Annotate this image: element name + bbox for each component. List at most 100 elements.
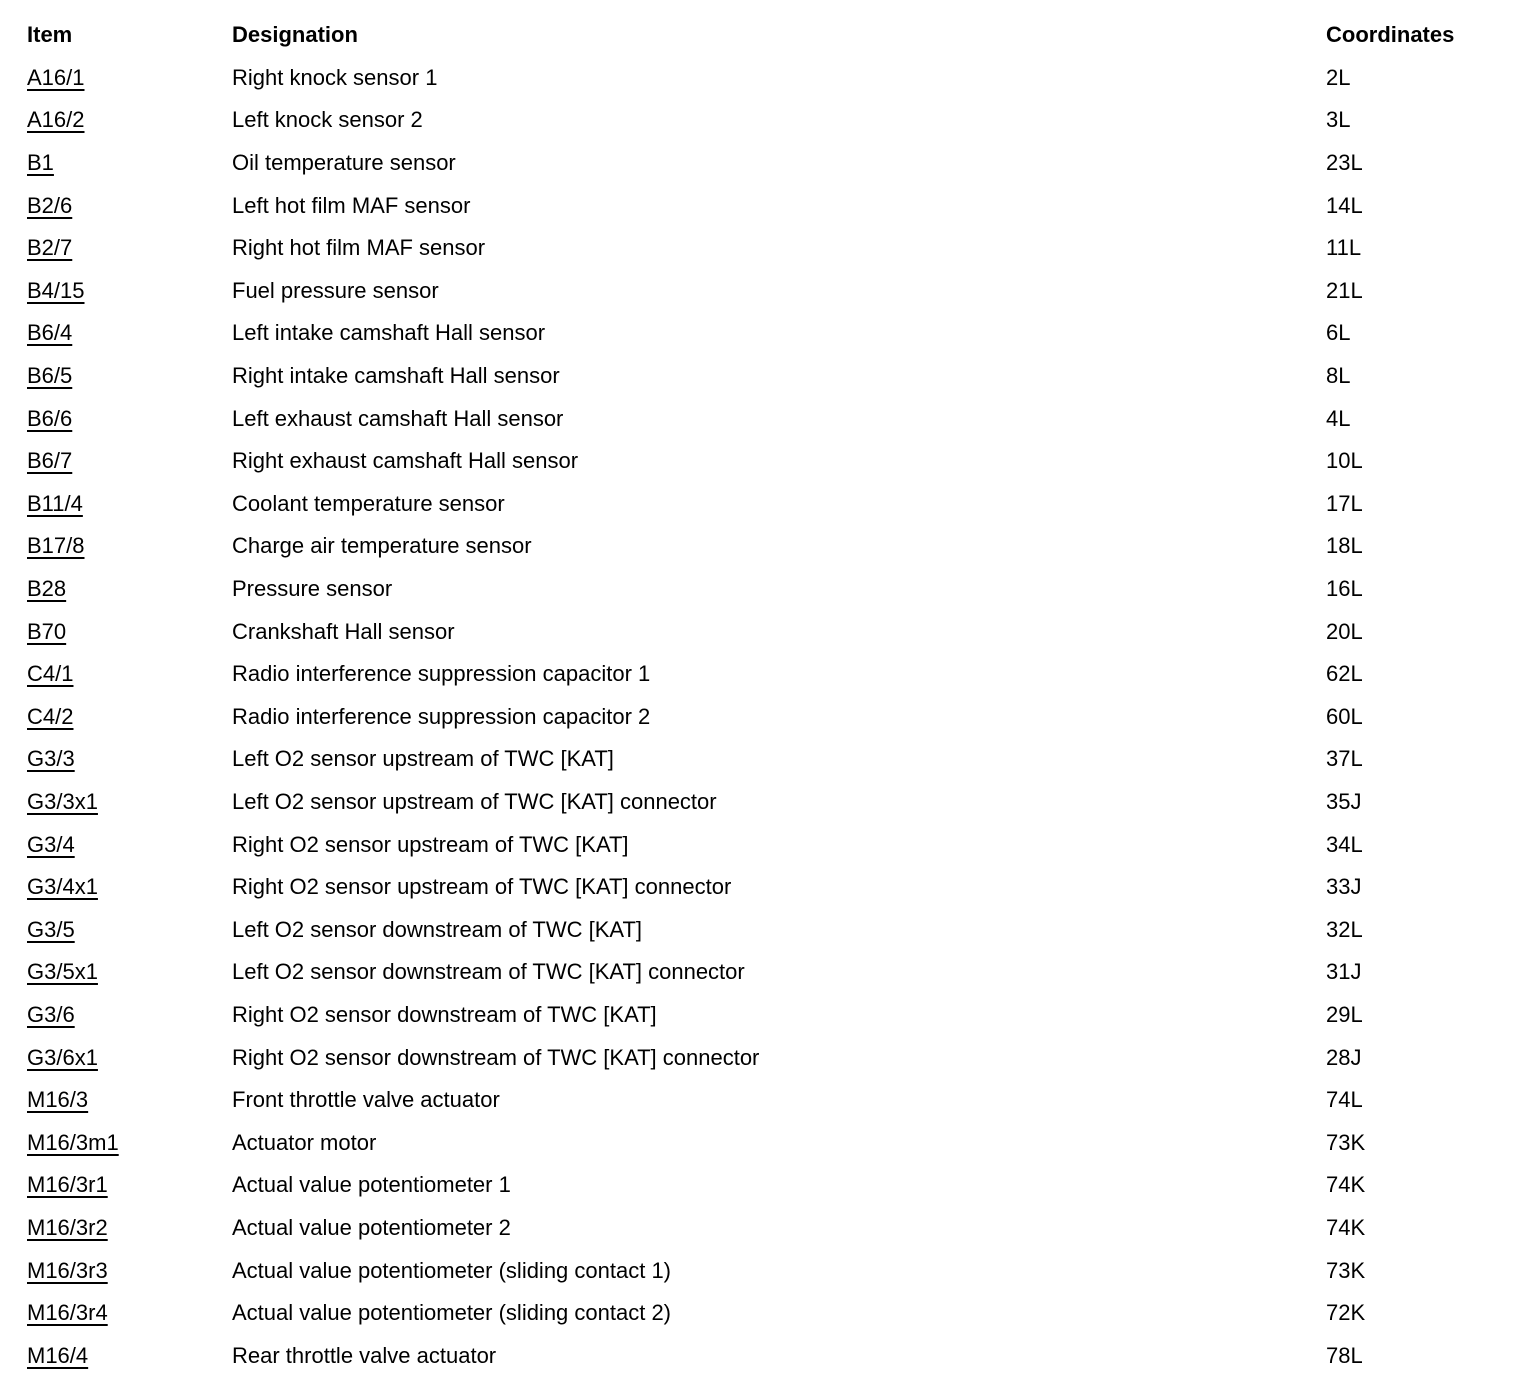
coordinates-cell: 60L	[1326, 703, 1363, 729]
item-cell: B2/7	[27, 227, 232, 270]
item-link[interactable]: G3/6x1	[27, 1044, 98, 1070]
item-cell: B6/4	[27, 312, 232, 355]
table-row: B2/7 Right hot film MAF sensor 11L	[27, 227, 1500, 270]
item-link[interactable]: B70	[27, 618, 67, 644]
column-header-item: Item	[27, 22, 73, 48]
item-link[interactable]: M16/3r3	[27, 1257, 108, 1283]
item-link[interactable]: C4/2	[27, 703, 74, 729]
item-link[interactable]: G3/4x1	[27, 874, 98, 900]
item-link[interactable]: M16/3m1	[27, 1129, 119, 1155]
table-row: B28 Pressure sensor 16L	[27, 568, 1500, 611]
item-cell: A16/2	[27, 99, 232, 142]
coordinates-cell: 20L	[1326, 618, 1363, 644]
item-link[interactable]: M16/3r1	[27, 1172, 108, 1198]
table-row: M16/3r1 Actual value potentiometer 1 74K	[27, 1164, 1500, 1207]
table-row: M16/3 Front throttle valve actuator 74L	[27, 1079, 1500, 1122]
item-link[interactable]: B2/7	[27, 235, 73, 261]
item-link[interactable]: B6/5	[27, 363, 73, 389]
designation-cell: Actual value potentiometer 1	[232, 1172, 511, 1198]
coordinates-cell: 3L	[1326, 107, 1351, 133]
item-link[interactable]: B4/15	[27, 277, 85, 303]
table-row: A16/1 Right knock sensor 1 2L	[27, 57, 1500, 100]
coordinates-cell: 31J	[1326, 959, 1362, 985]
item-cell: C4/1	[27, 653, 232, 696]
coordinates-cell: 28J	[1326, 1044, 1362, 1070]
table-row: B6/7 Right exhaust camshaft Hall sensor 10…	[27, 440, 1500, 483]
item-link[interactable]: A16/2	[27, 107, 85, 133]
item-link[interactable]: M16/3	[27, 1087, 89, 1113]
item-link[interactable]: B1	[27, 150, 54, 176]
table-header-row: Item Designation Coordinates	[27, 14, 1500, 57]
item-link[interactable]: G3/3	[27, 746, 75, 772]
item-link[interactable]: B6/6	[27, 405, 73, 431]
table-row: G3/6 Right O2 sensor downstream of TWC [K…	[27, 994, 1500, 1037]
designation-cell: Left O2 sensor downstream of TWC [KAT] c…	[232, 959, 745, 985]
item-cell: B6/5	[27, 355, 232, 398]
column-header-designation: Designation	[232, 22, 358, 48]
table-row: C4/2 Radio interference suppression capac…	[27, 696, 1500, 739]
coordinates-cell: 74L	[1326, 1087, 1363, 1113]
item-link[interactable]: C4/1	[27, 661, 74, 687]
item-link[interactable]: G3/3x1	[27, 788, 98, 814]
table-row: G3/5 Left O2 sensor downstream of TWC [KA…	[27, 908, 1500, 951]
item-link[interactable]: M16/4	[27, 1342, 89, 1368]
coordinates-cell: 32L	[1326, 916, 1363, 942]
coordinates-cell: 78L	[1326, 1342, 1363, 1368]
item-link[interactable]: B28	[27, 576, 67, 602]
table-row: B2/6 Left hot film MAF sensor 14L	[27, 184, 1500, 227]
item-link[interactable]: G3/5	[27, 916, 75, 942]
table-row: B70 Crankshaft Hall sensor 20L	[27, 610, 1500, 653]
item-link[interactable]: B6/7	[27, 448, 73, 474]
item-link[interactable]: B6/4	[27, 320, 73, 346]
item-cell: G3/5	[27, 908, 232, 951]
table-body: A16/1 Right knock sensor 1 2L A16/2 Left kno…	[27, 57, 1500, 1377]
item-cell: G3/3	[27, 738, 232, 781]
coordinates-cell: 21L	[1326, 277, 1363, 303]
designation-cell: Left intake camshaft Hall sensor	[232, 320, 546, 346]
item-cell: G3/3x1	[27, 781, 232, 824]
coordinates-cell: 8L	[1326, 363, 1351, 389]
designation-cell: Pressure sensor	[232, 576, 393, 602]
table-row: C4/1 Radio interference suppression capac…	[27, 653, 1500, 696]
item-cell: B1	[27, 142, 232, 185]
item-link[interactable]: B11/4	[27, 490, 83, 516]
coordinates-cell: 23L	[1326, 150, 1363, 176]
designation-cell: Left O2 sensor downstream of TWC [KAT]	[232, 916, 642, 942]
item-cell: M16/4	[27, 1334, 232, 1377]
coordinates-cell: 62L	[1326, 661, 1363, 687]
item-cell: B70	[27, 610, 232, 653]
designation-cell: Left O2 sensor upstream of TWC [KAT]	[232, 746, 614, 772]
item-cell: G3/4	[27, 823, 232, 866]
table-row: B1 Oil temperature sensor 23L	[27, 142, 1500, 185]
table-row: B6/4 Left intake camshaft Hall sensor 6L	[27, 312, 1500, 355]
item-link[interactable]: B17/8	[27, 533, 85, 559]
item-link[interactable]: G3/4	[27, 831, 75, 857]
designation-cell: Left O2 sensor upstream of TWC [KAT] con…	[232, 788, 717, 814]
item-link[interactable]: A16/1	[27, 64, 85, 90]
designation-cell: Right intake camshaft Hall sensor	[232, 363, 560, 389]
designation-cell: Right O2 sensor downstream of TWC [KAT] …	[232, 1044, 760, 1070]
item-link[interactable]: G3/6	[27, 1001, 75, 1027]
coordinates-cell: 73K	[1326, 1257, 1366, 1283]
coordinates-cell: 10L	[1326, 448, 1363, 474]
item-cell: G3/6	[27, 994, 232, 1037]
item-cell: M16/3r3	[27, 1249, 232, 1292]
designation-cell: Charge air temperature sensor	[232, 533, 532, 559]
table-row: B6/6 Left exhaust camshaft Hall sensor 4L	[27, 397, 1500, 440]
designation-cell: Front throttle valve actuator	[232, 1087, 500, 1113]
coordinates-cell: 72K	[1326, 1300, 1366, 1326]
coordinates-cell: 14L	[1326, 192, 1363, 218]
coordinates-cell: 4L	[1326, 405, 1351, 431]
table-row: G3/4x1 Right O2 sensor upstream of TWC [K…	[27, 866, 1500, 909]
component-legend-table: Item Designation Coordinates A16/1 Right …	[27, 14, 1500, 1377]
table-row: M16/4 Rear throttle valve actuator 78L	[27, 1334, 1500, 1377]
item-link[interactable]: M16/3r4	[27, 1300, 108, 1326]
item-cell: B17/8	[27, 525, 232, 568]
designation-cell: Radio interference suppression capacitor…	[232, 661, 651, 687]
table-row: G3/6x1 Right O2 sensor downstream of TWC …	[27, 1036, 1500, 1079]
item-link[interactable]: M16/3r2	[27, 1214, 108, 1240]
item-link[interactable]: G3/5x1	[27, 959, 98, 985]
table-row: A16/2 Left knock sensor 2 3L	[27, 99, 1500, 142]
item-link[interactable]: B2/6	[27, 192, 73, 218]
item-cell: G3/5x1	[27, 951, 232, 994]
